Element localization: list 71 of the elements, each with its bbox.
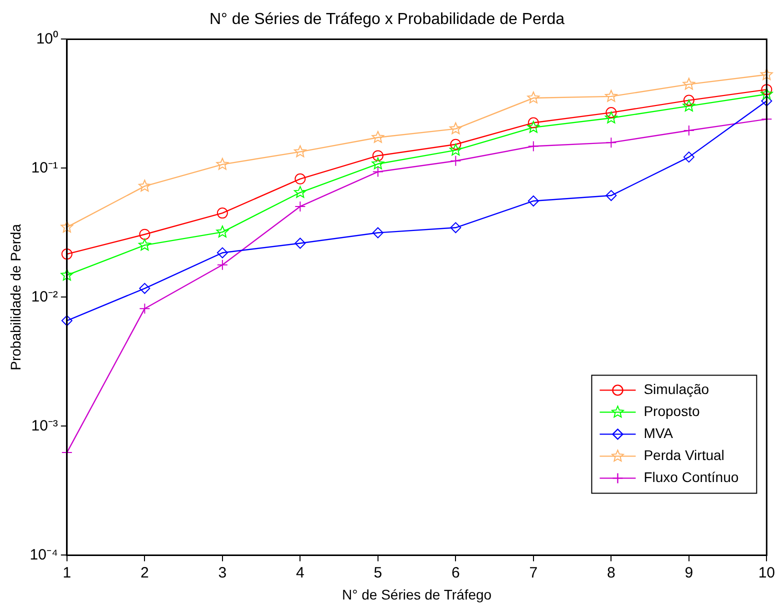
y-tick-label: 10⁰ xyxy=(36,30,58,48)
point xyxy=(760,88,773,100)
point xyxy=(528,195,539,206)
x-tick-label: 10 xyxy=(758,564,775,582)
x-tick-label: 5 xyxy=(374,564,382,582)
point xyxy=(604,90,618,102)
x-tick-label: 1 xyxy=(62,564,72,582)
point xyxy=(216,259,228,270)
x-tick-label: 9 xyxy=(684,564,694,582)
point xyxy=(683,94,694,106)
point xyxy=(294,145,306,158)
point xyxy=(372,157,384,170)
point xyxy=(60,268,74,281)
point xyxy=(450,138,462,150)
x-tick-label: 7 xyxy=(529,564,538,582)
legend-label: MVA xyxy=(644,425,674,442)
x-tick-label: 3 xyxy=(218,564,227,582)
point xyxy=(450,155,462,166)
point xyxy=(606,190,617,202)
point xyxy=(682,78,696,90)
legend-label: Simulação xyxy=(644,381,710,398)
point xyxy=(372,150,384,162)
point xyxy=(216,208,228,219)
point xyxy=(683,152,694,163)
point xyxy=(604,112,618,124)
point xyxy=(606,137,617,148)
point xyxy=(294,186,306,198)
point xyxy=(528,140,539,152)
point xyxy=(216,158,229,170)
point xyxy=(528,117,539,128)
chart-title: N° de Séries de Tráfego x Probabilidade de Perda xyxy=(209,11,565,28)
point xyxy=(139,282,150,294)
x-tick-label: 6 xyxy=(451,564,460,582)
point xyxy=(216,247,228,258)
point xyxy=(294,173,306,184)
point xyxy=(294,200,306,212)
point xyxy=(683,125,694,136)
point xyxy=(760,68,773,80)
point xyxy=(761,95,772,106)
point xyxy=(61,315,72,326)
y-tick-label: 10⁻² xyxy=(31,288,58,306)
point xyxy=(449,144,462,156)
y-tick-label: 10⁻⁴ xyxy=(30,546,58,564)
point xyxy=(216,226,229,238)
point xyxy=(449,122,462,134)
x-tick-label: 8 xyxy=(606,564,616,582)
point xyxy=(682,100,696,112)
y-tick-label: 10⁻¹ xyxy=(31,159,58,176)
point xyxy=(372,130,384,143)
point xyxy=(138,180,151,192)
legend-label: Proposto xyxy=(644,403,700,420)
point xyxy=(139,228,150,240)
y-tick-label: 10⁻³ xyxy=(31,417,58,434)
y-axis-title: Probabilidade de Perda xyxy=(7,224,24,370)
point xyxy=(138,238,151,251)
point xyxy=(61,248,72,260)
point xyxy=(527,120,540,133)
point xyxy=(294,238,306,249)
legend-label: Fluxo Contínuo xyxy=(644,469,739,486)
point xyxy=(139,303,150,314)
point xyxy=(60,220,74,233)
x-axis-title: N° de Séries de Tráfego xyxy=(342,586,492,602)
point xyxy=(606,107,617,118)
point xyxy=(372,166,384,178)
x-tick-label: 4 xyxy=(296,564,304,582)
x-tick-label: 2 xyxy=(140,564,149,582)
point xyxy=(450,222,462,234)
point xyxy=(761,84,772,96)
point xyxy=(372,227,384,238)
point xyxy=(527,92,540,104)
legend-label: Perda Virtual xyxy=(644,447,724,464)
